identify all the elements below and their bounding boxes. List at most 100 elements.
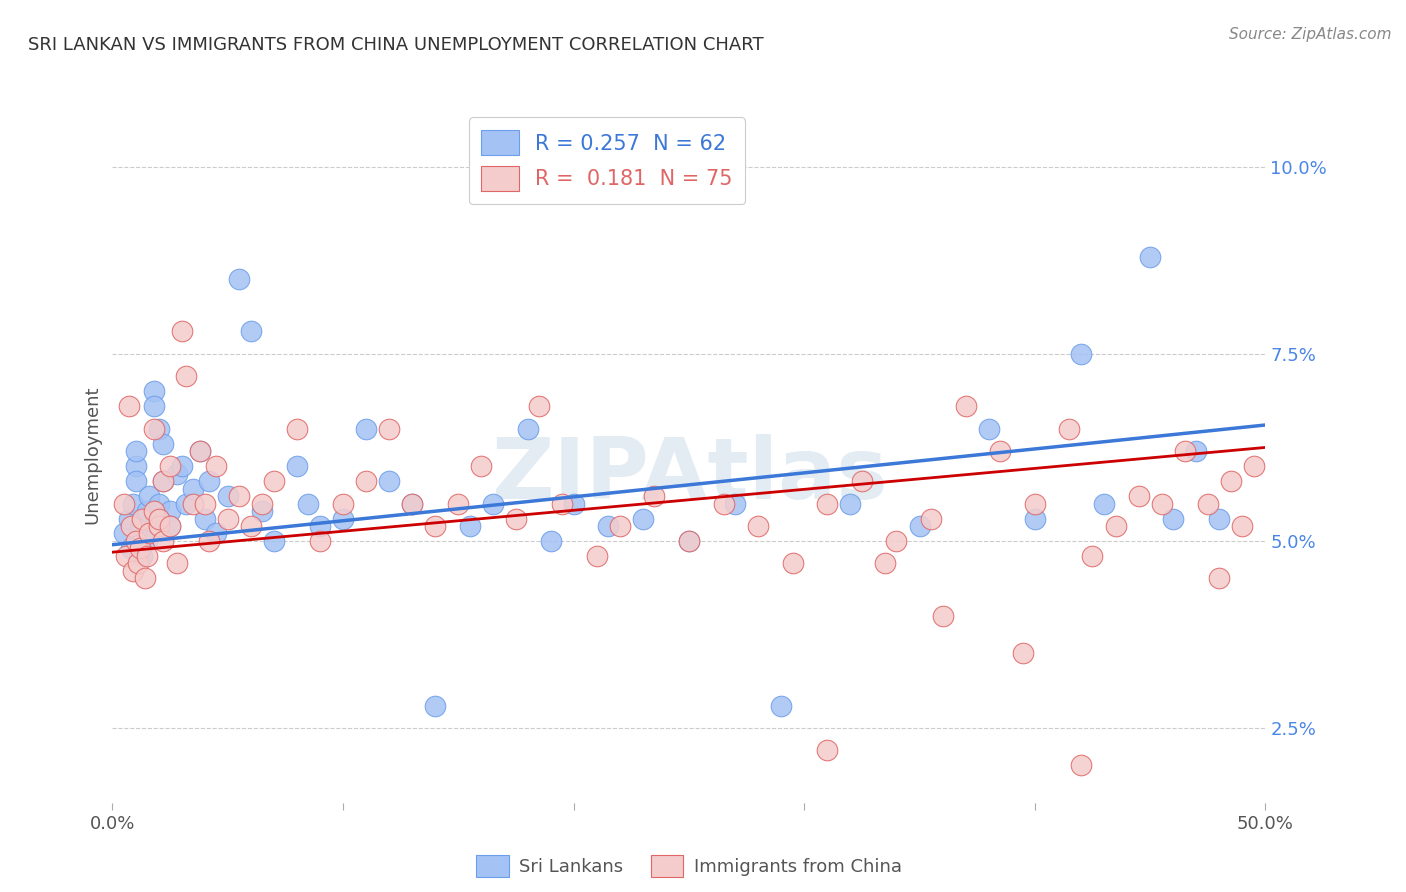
Point bbox=[332, 497, 354, 511]
Point bbox=[134, 571, 156, 585]
Point bbox=[148, 422, 170, 436]
Point bbox=[458, 519, 481, 533]
Point bbox=[401, 497, 423, 511]
Point bbox=[1024, 497, 1046, 511]
Point bbox=[873, 557, 896, 571]
Point bbox=[425, 698, 447, 713]
Point bbox=[194, 497, 217, 511]
Point bbox=[354, 474, 377, 488]
Point bbox=[309, 533, 332, 548]
Point bbox=[129, 519, 152, 533]
Point bbox=[988, 444, 1011, 458]
Point bbox=[354, 422, 377, 436]
Point bbox=[1197, 497, 1219, 511]
Point bbox=[1174, 444, 1197, 458]
Point bbox=[908, 519, 931, 533]
Legend: Sri Lankans, Immigrants from China: Sri Lankans, Immigrants from China bbox=[468, 847, 910, 884]
Point bbox=[470, 459, 492, 474]
Point bbox=[447, 497, 470, 511]
Point bbox=[839, 497, 862, 511]
Point bbox=[188, 444, 211, 458]
Point bbox=[815, 497, 838, 511]
Point bbox=[598, 519, 620, 533]
Point bbox=[136, 533, 159, 548]
Point bbox=[136, 549, 159, 563]
Point bbox=[1070, 347, 1092, 361]
Point bbox=[1128, 489, 1150, 503]
Point bbox=[217, 511, 239, 525]
Point bbox=[263, 474, 285, 488]
Point bbox=[239, 325, 262, 339]
Point bbox=[252, 497, 274, 511]
Point bbox=[1024, 511, 1046, 525]
Point bbox=[782, 557, 804, 571]
Point bbox=[285, 422, 308, 436]
Point bbox=[174, 369, 197, 384]
Point bbox=[1185, 444, 1208, 458]
Text: ZIPAtlas: ZIPAtlas bbox=[491, 434, 887, 517]
Point bbox=[112, 526, 135, 541]
Point bbox=[143, 384, 166, 399]
Point bbox=[713, 497, 735, 511]
Point bbox=[309, 519, 332, 533]
Point bbox=[851, 474, 873, 488]
Point bbox=[643, 489, 665, 503]
Point bbox=[194, 511, 217, 525]
Point bbox=[378, 422, 401, 436]
Point bbox=[117, 511, 139, 525]
Point bbox=[170, 325, 193, 339]
Point bbox=[678, 533, 700, 548]
Point bbox=[562, 497, 585, 511]
Point bbox=[482, 497, 505, 511]
Text: SRI LANKAN VS IMMIGRANTS FROM CHINA UNEMPLOYMENT CORRELATION CHART: SRI LANKAN VS IMMIGRANTS FROM CHINA UNEM… bbox=[28, 36, 763, 54]
Point bbox=[152, 436, 174, 450]
Point bbox=[170, 459, 193, 474]
Point bbox=[609, 519, 631, 533]
Point bbox=[1092, 497, 1115, 511]
Point bbox=[977, 422, 1000, 436]
Point bbox=[205, 526, 228, 541]
Point bbox=[131, 511, 153, 525]
Point bbox=[1208, 571, 1230, 585]
Point bbox=[1012, 646, 1035, 660]
Point bbox=[120, 541, 142, 556]
Point bbox=[166, 467, 188, 481]
Point bbox=[1139, 250, 1161, 264]
Point bbox=[228, 489, 250, 503]
Point bbox=[122, 497, 145, 511]
Point bbox=[1070, 758, 1092, 772]
Text: Source: ZipAtlas.com: Source: ZipAtlas.com bbox=[1229, 27, 1392, 42]
Point bbox=[112, 497, 135, 511]
Point bbox=[1232, 519, 1254, 533]
Point bbox=[217, 489, 239, 503]
Point bbox=[815, 743, 838, 757]
Point bbox=[205, 459, 228, 474]
Point bbox=[181, 482, 204, 496]
Point bbox=[1104, 519, 1126, 533]
Point bbox=[551, 497, 574, 511]
Point bbox=[198, 474, 221, 488]
Point bbox=[124, 474, 146, 488]
Point bbox=[131, 549, 153, 563]
Point bbox=[332, 511, 354, 525]
Point bbox=[124, 533, 146, 548]
Point bbox=[297, 497, 319, 511]
Point bbox=[1150, 497, 1173, 511]
Point bbox=[239, 519, 262, 533]
Point bbox=[152, 474, 174, 488]
Point bbox=[124, 444, 146, 458]
Point bbox=[955, 399, 977, 413]
Point bbox=[117, 399, 139, 413]
Point bbox=[770, 698, 793, 713]
Point bbox=[285, 459, 308, 474]
Point bbox=[127, 557, 149, 571]
Point bbox=[747, 519, 769, 533]
Point bbox=[1059, 422, 1081, 436]
Point bbox=[1081, 549, 1104, 563]
Point bbox=[136, 504, 159, 518]
Point bbox=[425, 519, 447, 533]
Point bbox=[143, 399, 166, 413]
Point bbox=[252, 504, 274, 518]
Point bbox=[401, 497, 423, 511]
Point bbox=[920, 511, 942, 525]
